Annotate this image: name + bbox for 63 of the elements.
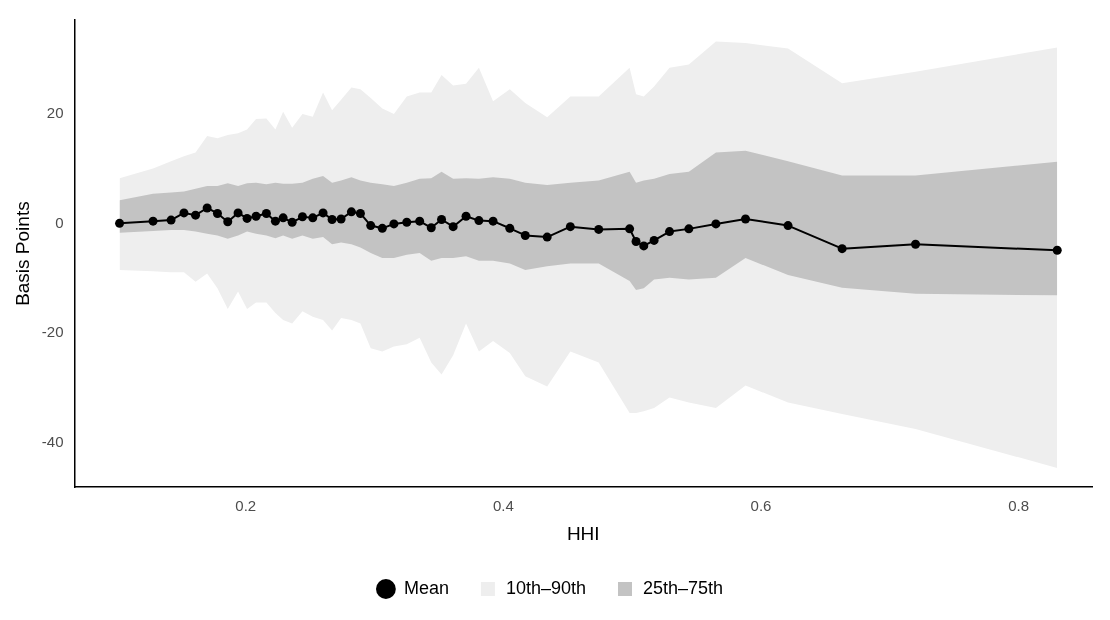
point [649,235,659,245]
y-tick-label: 0 [55,213,64,231]
point [474,216,484,226]
point [389,219,399,229]
x-tick-label: 0.8 [1008,497,1030,515]
x-tick-label: 0.4 [492,497,514,515]
y-axis-title: Basis Points [11,201,33,306]
point [542,232,552,242]
point [665,227,675,237]
point [426,223,436,233]
point [308,213,318,223]
point [242,213,252,223]
point [297,212,307,222]
point [261,208,271,218]
point [287,217,297,227]
point [148,216,158,226]
x-tick-label: 0.6 [750,497,772,515]
point [437,215,447,225]
point [251,211,261,221]
point [911,239,921,249]
point [783,221,793,231]
point [415,216,425,226]
point [346,207,356,217]
point [741,214,751,224]
point [625,224,635,234]
point [402,217,412,227]
point [327,215,337,225]
point [166,215,176,225]
point [631,237,641,247]
point [837,244,847,254]
point [461,211,471,221]
point [355,208,365,218]
point [377,223,387,233]
legend-label: 10th–90th [505,577,587,598]
point [336,214,346,224]
x-axis-title: HHI [566,522,600,544]
point [115,218,125,228]
point [505,223,515,233]
legend-label: Mean [403,577,449,598]
point [366,221,376,231]
point [202,203,212,213]
point [639,241,649,251]
point [191,210,201,220]
point [233,208,243,218]
x-tick-label: 0.2 [235,497,257,515]
y-tick-label: -20 [41,323,64,341]
point [1052,245,1062,255]
point [278,213,288,223]
y-tick-label: 20 [46,103,64,121]
point [223,217,233,227]
point [565,222,575,232]
point [488,216,498,226]
point [179,208,189,218]
point [594,224,604,234]
point [318,208,328,218]
point [448,222,458,232]
point [270,216,280,226]
point [520,230,530,240]
point [711,219,721,229]
y-tick-label: -40 [41,433,64,451]
legend-label: 25th–75th [643,577,724,598]
point [212,208,222,218]
point [684,224,694,234]
